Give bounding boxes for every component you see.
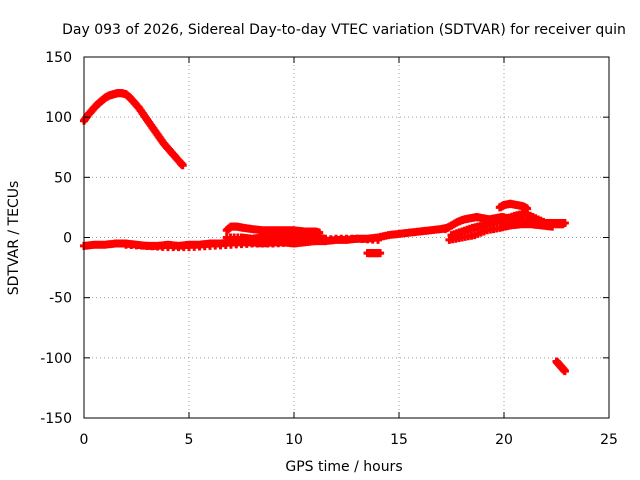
x-tick-label: 25 bbox=[600, 432, 618, 448]
y-tick-label: -150 bbox=[40, 411, 72, 427]
series-low-22.7 bbox=[552, 357, 569, 376]
x-tick-label: 5 bbox=[185, 432, 194, 448]
y-axis-label: SDTVAR / TECUs bbox=[6, 181, 22, 296]
y-tick-label: 50 bbox=[54, 170, 72, 186]
data-point bbox=[321, 234, 330, 243]
x-tick-label: 20 bbox=[495, 432, 513, 448]
series-tail-17-23-c bbox=[445, 220, 557, 244]
series-peak-20.5 bbox=[495, 199, 532, 213]
data-point bbox=[178, 161, 187, 170]
x-tick-label: 15 bbox=[390, 432, 408, 448]
series-tail-17-23-b bbox=[447, 209, 567, 240]
series-hump-7-11 bbox=[222, 222, 324, 237]
x-axis-label: GPS time / hours bbox=[285, 459, 402, 475]
data-point bbox=[558, 220, 567, 229]
data-point bbox=[523, 204, 532, 213]
x-tick-label: 10 bbox=[285, 432, 303, 448]
data-point bbox=[548, 222, 557, 231]
x-tick-label: 0 bbox=[80, 432, 89, 448]
axis-ticks bbox=[83, 56, 610, 419]
y-tick-label: 150 bbox=[45, 50, 72, 66]
y-tick-label: -50 bbox=[49, 291, 72, 307]
series-short-13.8 bbox=[363, 249, 385, 258]
y-tick-label: 0 bbox=[63, 231, 72, 247]
x-tick-labels: 0 5 10 15 20 25 bbox=[80, 432, 618, 448]
data-point bbox=[560, 367, 569, 376]
series-arc-high bbox=[80, 89, 187, 170]
data-point bbox=[376, 249, 385, 258]
y-tick-label: -100 bbox=[40, 351, 72, 367]
chart-title: Day 093 of 2026, Sidereal Day-to-day VTE… bbox=[62, 22, 626, 38]
data-points bbox=[80, 89, 569, 376]
y-tick-labels: -150 -100 -50 0 50 100 150 bbox=[40, 50, 72, 427]
y-tick-label: 100 bbox=[45, 110, 72, 126]
series-mid-7-10 bbox=[222, 232, 330, 243]
